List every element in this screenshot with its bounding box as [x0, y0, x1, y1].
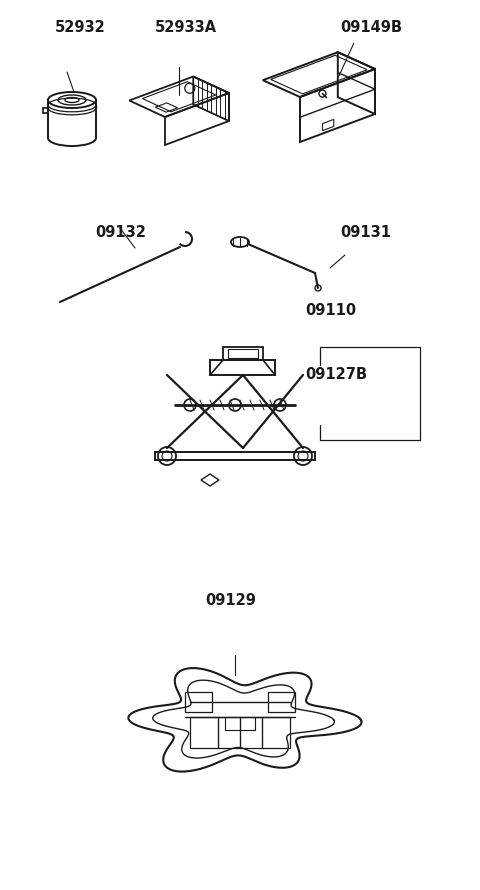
Text: 09149B: 09149B — [340, 20, 402, 35]
Text: 09127B: 09127B — [305, 367, 367, 382]
Text: 09110: 09110 — [305, 303, 356, 318]
Text: 52933A: 52933A — [155, 20, 217, 35]
Text: 52932: 52932 — [55, 20, 106, 35]
Text: 09131: 09131 — [340, 225, 391, 240]
Text: 09129: 09129 — [205, 593, 256, 608]
Text: 09132: 09132 — [95, 225, 146, 240]
